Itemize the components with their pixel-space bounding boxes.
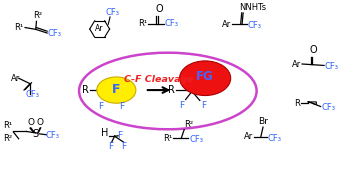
Text: F: F <box>112 83 121 96</box>
Text: R: R <box>168 84 175 94</box>
Text: F: F <box>98 102 103 111</box>
Text: R¹: R¹ <box>3 121 12 130</box>
Ellipse shape <box>179 61 231 96</box>
Text: R¹: R¹ <box>163 133 172 143</box>
Text: CF₃: CF₃ <box>45 131 59 140</box>
Text: F: F <box>119 102 124 111</box>
Text: CF₃: CF₃ <box>248 21 262 30</box>
Text: Ar: Ar <box>95 25 104 33</box>
Text: F: F <box>179 101 184 110</box>
Text: CF₃: CF₃ <box>268 134 282 143</box>
Text: F: F <box>117 131 122 140</box>
Text: R: R <box>82 84 89 94</box>
Text: H: H <box>101 128 108 138</box>
Text: CF₃: CF₃ <box>106 8 120 17</box>
Text: Ar: Ar <box>222 20 231 29</box>
Text: Ar: Ar <box>11 74 20 83</box>
Text: S: S <box>33 129 39 139</box>
Text: R¹: R¹ <box>138 19 147 28</box>
Text: C-F Cleavage: C-F Cleavage <box>124 75 194 84</box>
Text: F: F <box>121 142 126 151</box>
Text: CF₃: CF₃ <box>321 102 335 112</box>
Text: CF₃: CF₃ <box>164 19 178 28</box>
Text: F: F <box>108 142 114 151</box>
Text: F: F <box>201 101 206 110</box>
Text: Ar: Ar <box>292 60 301 68</box>
Text: O: O <box>155 4 163 14</box>
Text: CF₃: CF₃ <box>47 29 61 38</box>
Text: R: R <box>294 99 300 108</box>
Text: Br: Br <box>258 117 268 126</box>
Text: R²: R² <box>3 134 12 143</box>
Text: Ar: Ar <box>244 132 253 141</box>
Text: O: O <box>310 45 317 55</box>
Text: NNHTs: NNHTs <box>239 3 266 12</box>
Text: R²: R² <box>34 11 43 20</box>
Text: FG: FG <box>196 70 214 83</box>
Ellipse shape <box>97 77 136 103</box>
Text: CF₃: CF₃ <box>189 135 203 144</box>
Text: O: O <box>36 119 43 127</box>
Text: O: O <box>28 119 35 127</box>
Text: CF₃: CF₃ <box>26 91 40 99</box>
Text: R²: R² <box>184 120 193 129</box>
Text: CF₃: CF₃ <box>324 62 338 71</box>
Text: R¹: R¹ <box>14 23 24 32</box>
